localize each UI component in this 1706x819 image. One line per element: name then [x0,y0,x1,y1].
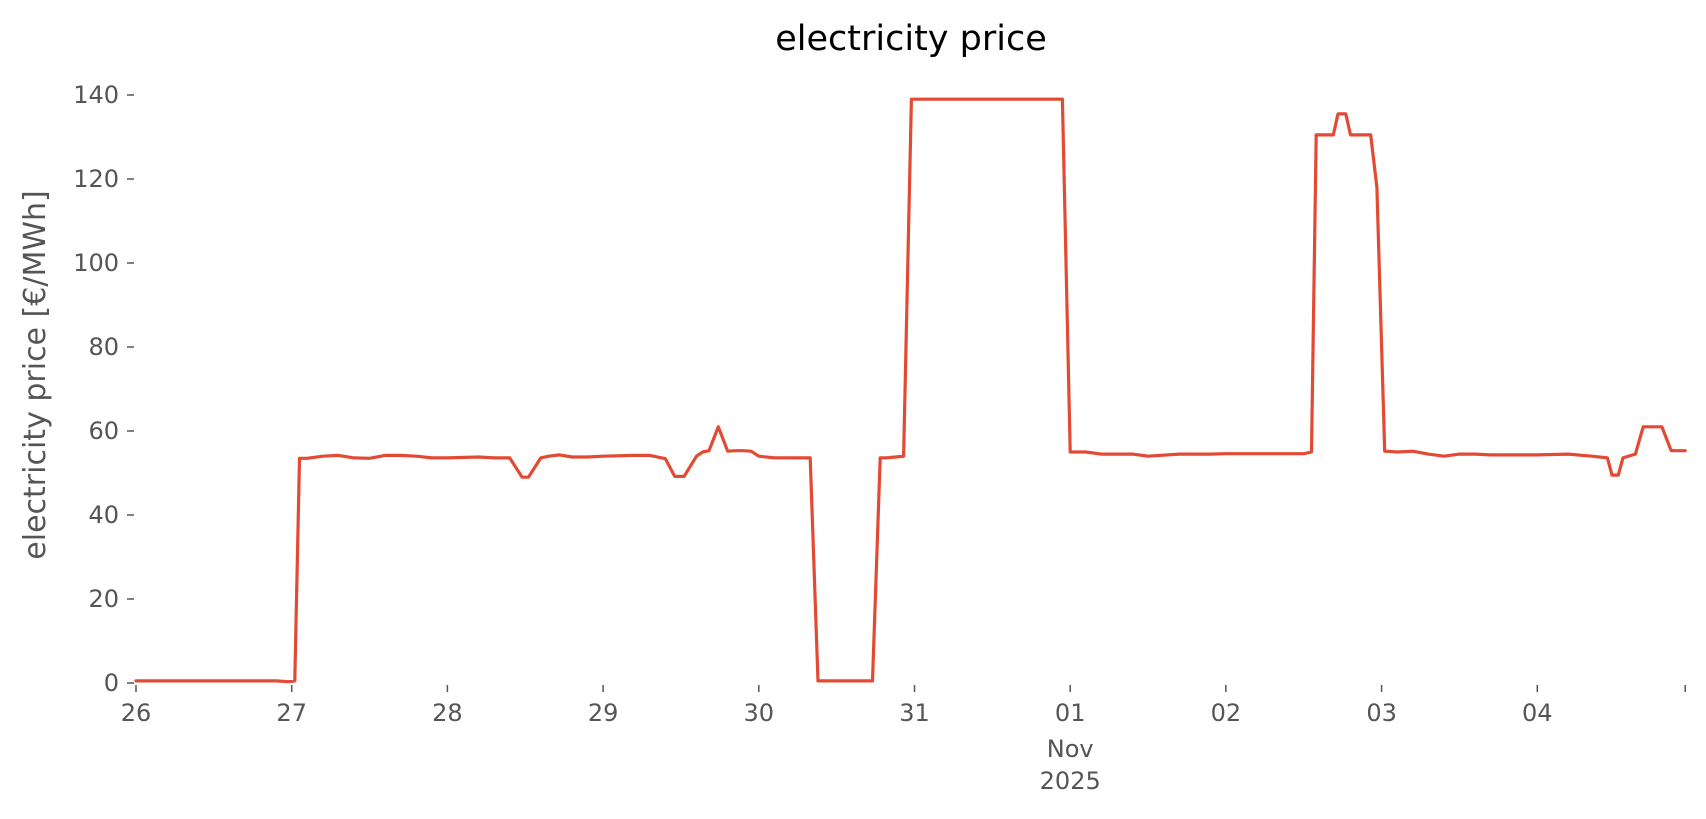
x-tick: 04 [1522,685,1553,727]
y-axis-label: electricity price [€/MWh] [18,190,53,559]
y-tick-label: 100 [73,249,119,277]
x-tick: 30 [744,685,775,727]
y-tick: 40 [88,501,134,529]
y-tick: 100 [73,249,134,277]
x-tick-label: 29 [588,699,619,727]
y-tick: 0 [104,669,134,697]
x-tick: 02 [1211,685,1242,727]
y-tick-label: 40 [88,501,119,529]
x-tick: 27 [276,685,307,727]
x-tick: 28 [432,685,463,727]
x-tick-label: 27 [276,699,307,727]
x-tick: 31 [899,685,930,727]
x-axis: 26 27 28 29 30 31 01 Nov 2025 02 03 04 [121,685,1686,795]
y-tick: 140 [73,81,134,109]
x-tick-label: 26 [121,699,152,727]
y-tick: 120 [73,165,134,193]
x-tick-label: 04 [1522,699,1553,727]
x-tick: 03 [1366,685,1397,727]
y-tick-label: 20 [88,585,119,613]
x-tick: 26 [121,685,152,727]
chart-title: electricity price [775,19,1047,59]
y-tick-label: 140 [73,81,119,109]
y-tick: 80 [88,333,134,361]
y-tick: 20 [88,585,134,613]
x-tick: 29 [588,685,619,727]
series-group [134,97,1687,684]
x-tick-label: 02 [1211,699,1242,727]
x-tick-label: 01 [1055,699,1086,727]
y-tick-label: 0 [104,669,119,697]
x-tick-month-label: Nov [1047,735,1094,763]
x-tick-label: 30 [744,699,775,727]
x-tick: 01 Nov 2025 [1040,685,1101,795]
x-tick-label: 03 [1366,699,1397,727]
y-tick-label: 80 [88,333,119,361]
x-tick-label: 31 [899,699,930,727]
y-tick: 60 [88,417,134,445]
y-tick-label: 120 [73,165,119,193]
y-axis: 0 20 40 60 80 100 120 140 [73,81,134,697]
x-tick-label: 28 [432,699,463,727]
x-tick-year-label: 2025 [1040,767,1101,795]
y-tick-label: 60 [88,417,119,445]
price-series-line [134,97,1687,684]
